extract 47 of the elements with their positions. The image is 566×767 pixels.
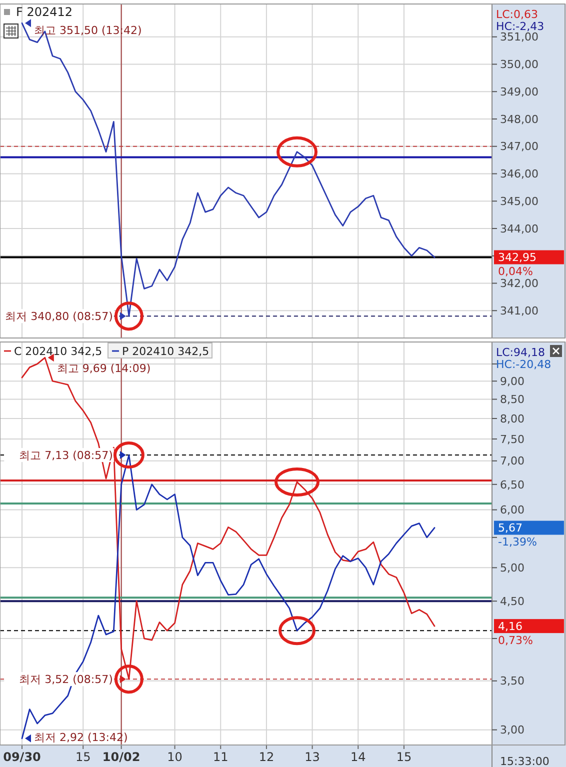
text: -1,39% — [498, 536, 537, 549]
text: 5,67 — [498, 522, 522, 535]
text: 0,73% — [498, 634, 533, 647]
x-tick-label: 11 — [212, 750, 228, 764]
x-tick-label: 15 — [75, 750, 91, 764]
y-tick-label: 344,00 — [500, 222, 538, 236]
y-tick-label: 6,00 — [500, 504, 524, 517]
x-tick-label: 14 — [350, 750, 366, 764]
y-tick-label: 6,50 — [500, 478, 524, 492]
text: LC:94,18 — [496, 346, 546, 359]
y-tick-label: 7,50 — [500, 432, 524, 446]
annotation: 최저 340,80 (08:57) — [5, 310, 113, 323]
y-tick-label: 8,00 — [500, 412, 524, 426]
y-tick-label: 8,50 — [500, 393, 524, 406]
legend-label: P 202410 342,5 — [122, 345, 210, 358]
x-tick-label: 15 — [396, 750, 412, 764]
y-tick-label: 351,00 — [500, 30, 538, 44]
x-tick-label: 09/30 — [3, 750, 41, 764]
text: LC:0,63 — [496, 8, 538, 21]
y-tick-label: 347,00 — [500, 140, 538, 154]
legend-label: C 202410 342,5 — [14, 345, 102, 358]
x-tick-label: 13 — [304, 750, 320, 764]
y-tick-label: 350,00 — [500, 58, 538, 72]
y-tick-label: 3,00 — [500, 724, 524, 737]
x-tick-label: 10/02 — [102, 750, 140, 764]
y-tick-label: 9,00 — [500, 374, 524, 388]
chart-title: F 202412 — [16, 5, 73, 19]
y-tick-label: 342,00 — [500, 277, 538, 290]
y-tick-label: 7,00 — [500, 454, 524, 468]
text: HC:-20,48 — [496, 358, 552, 371]
y-tick-label: 341,00 — [500, 304, 538, 318]
y-tick-label: 3,50 — [500, 674, 524, 688]
text: HC:-2,43 — [496, 20, 544, 33]
annotation: 최저 3,52 (08:57) — [19, 672, 113, 686]
y-tick-label: 345,00 — [500, 194, 538, 208]
text: 0,04% — [498, 265, 533, 278]
y-tick-label: 4,50 — [500, 594, 524, 608]
x-tick-label: 12 — [258, 750, 274, 764]
annotation: 최고 7,13 (08:57) — [19, 448, 113, 462]
text: 342,95 — [498, 251, 536, 264]
x-tick-label: 10 — [167, 750, 182, 764]
y-tick-label: 346,00 — [500, 168, 538, 181]
text: 4,16 — [498, 620, 522, 633]
text: 15:33:00 — [500, 754, 550, 767]
y-tick-label: 348,00 — [500, 112, 538, 126]
y-tick-label: 5,00 — [500, 562, 524, 575]
y-tick-label: 349,00 — [500, 85, 538, 98]
